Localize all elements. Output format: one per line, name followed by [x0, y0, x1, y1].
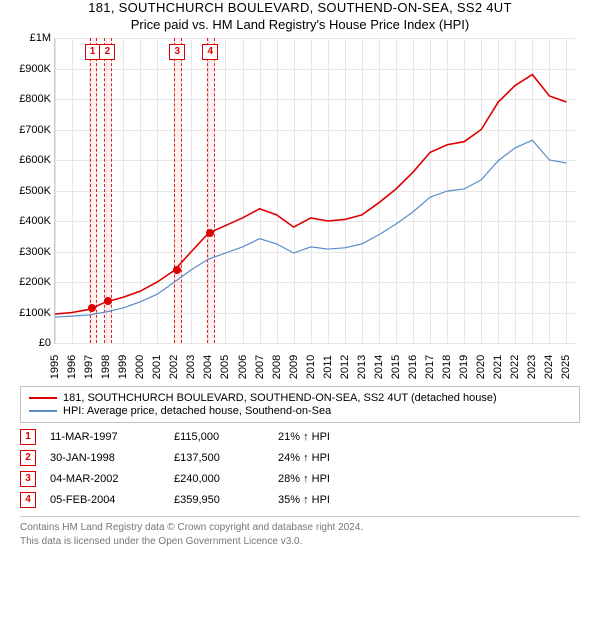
series-hpi [55, 140, 566, 317]
x-tick-label: 2018 [441, 355, 453, 379]
y-tick-label: £1M [30, 32, 51, 44]
y-tick-label: £0 [39, 337, 51, 349]
sale-marker [206, 229, 214, 237]
x-tick-label: 2023 [526, 355, 538, 379]
y-tick-label: £200K [19, 276, 51, 288]
sales-date: 04-MAR-2002 [50, 473, 160, 485]
sales-date: 11-MAR-1997 [50, 431, 160, 443]
legend-item: 181, SOUTHCHURCH BOULEVARD, SOUTHEND-ON-… [29, 392, 571, 404]
x-tick-label: 1997 [83, 355, 95, 379]
sales-num-box: 3 [20, 471, 36, 487]
sale-marker [88, 304, 96, 312]
sales-pct: 28% ↑ HPI [278, 473, 330, 485]
sales-row: 1 11-MAR-1997 £115,000 21% ↑ HPI [20, 429, 580, 445]
gridline-h [55, 343, 575, 344]
x-tick-label: 2016 [407, 355, 419, 379]
x-tick-label: 2007 [254, 355, 266, 379]
legend-label: 181, SOUTHCHURCH BOULEVARD, SOUTHEND-ON-… [63, 392, 497, 404]
sales-price: £137,500 [174, 452, 264, 464]
footnote-line1: Contains HM Land Registry data © Crown c… [20, 522, 363, 533]
sales-price: £240,000 [174, 473, 264, 485]
x-tick-label: 2015 [390, 355, 402, 379]
sales-num-box: 4 [20, 492, 36, 508]
sales-pct: 24% ↑ HPI [278, 452, 330, 464]
sales-date: 30-JAN-1998 [50, 452, 160, 464]
sales-row: 2 30-JAN-1998 £137,500 24% ↑ HPI [20, 450, 580, 466]
y-tick-label: £300K [19, 246, 51, 258]
sale-marker [104, 297, 112, 305]
plot-area: £0£100K£200K£300K£400K£500K£600K£700K£80… [54, 38, 575, 344]
y-tick-label: £900K [19, 63, 51, 75]
x-tick-label: 2008 [271, 355, 283, 379]
x-tick-label: 2019 [458, 355, 470, 379]
sales-num-box: 1 [20, 429, 36, 445]
sale-marker [173, 266, 181, 274]
x-tick-label: 2005 [219, 355, 231, 379]
x-tick-label: 2024 [543, 355, 555, 379]
x-tick-label: 2025 [560, 355, 572, 379]
x-tick-label: 2003 [185, 355, 197, 379]
chart-area: £0£100K£200K£300K£400K£500K£600K£700K£80… [54, 38, 582, 382]
x-tick-label: 2006 [237, 355, 249, 379]
x-tick-label: 1996 [66, 355, 78, 379]
x-tick-label: 2009 [288, 355, 300, 379]
footnote: Contains HM Land Registry data © Crown c… [20, 516, 580, 549]
footnote-line2: This data is licensed under the Open Gov… [20, 536, 302, 547]
sales-pct: 21% ↑ HPI [278, 431, 330, 443]
y-tick-label: £500K [19, 185, 51, 197]
x-tick-label: 2001 [151, 355, 163, 379]
x-tick-label: 2022 [509, 355, 521, 379]
legend-item: HPI: Average price, detached house, Sout… [29, 405, 571, 417]
x-tick-label: 2011 [322, 355, 334, 379]
x-tick-label: 2021 [492, 355, 504, 379]
chart-title: 181, SOUTHCHURCH BOULEVARD, SOUTHEND-ON-… [0, 0, 600, 15]
series-lines [55, 38, 575, 343]
chart-subtitle: Price paid vs. HM Land Registry's House … [0, 17, 600, 32]
sales-price: £359,950 [174, 494, 264, 506]
x-tick-label: 2020 [475, 355, 487, 379]
y-tick-label: £600K [19, 154, 51, 166]
sales-date: 05-FEB-2004 [50, 494, 160, 506]
y-tick-label: £100K [19, 307, 51, 319]
sales-row: 4 05-FEB-2004 £359,950 35% ↑ HPI [20, 492, 580, 508]
sales-price: £115,000 [174, 431, 264, 443]
legend: 181, SOUTHCHURCH BOULEVARD, SOUTHEND-ON-… [20, 386, 580, 423]
x-tick-label: 2014 [373, 355, 385, 379]
x-tick-label: 1995 [49, 355, 61, 379]
series-property [55, 75, 566, 314]
x-tick-label: 2012 [339, 355, 351, 379]
sales-table: 1 11-MAR-1997 £115,000 21% ↑ HPI 2 30-JAN-199… [20, 429, 580, 508]
x-tick-label: 2000 [134, 355, 146, 379]
sales-row: 3 04-MAR-2002 £240,000 28% ↑ HPI [20, 471, 580, 487]
legend-swatch [29, 410, 57, 412]
x-tick-label: 1999 [117, 355, 129, 379]
x-tick-label: 2002 [168, 355, 180, 379]
sales-pct: 35% ↑ HPI [278, 494, 330, 506]
page: 181, SOUTHCHURCH BOULEVARD, SOUTHEND-ON-… [0, 0, 600, 620]
x-tick-label: 2017 [424, 355, 436, 379]
y-tick-label: £700K [19, 124, 51, 136]
x-tick-label: 1998 [100, 355, 112, 379]
legend-label: HPI: Average price, detached house, Sout… [63, 405, 331, 417]
x-tick-label: 2013 [356, 355, 368, 379]
y-tick-label: £400K [19, 215, 51, 227]
y-tick-label: £800K [19, 93, 51, 105]
sales-num-box: 2 [20, 450, 36, 466]
x-tick-label: 2010 [305, 355, 317, 379]
legend-swatch [29, 397, 57, 399]
x-tick-label: 2004 [202, 355, 214, 379]
